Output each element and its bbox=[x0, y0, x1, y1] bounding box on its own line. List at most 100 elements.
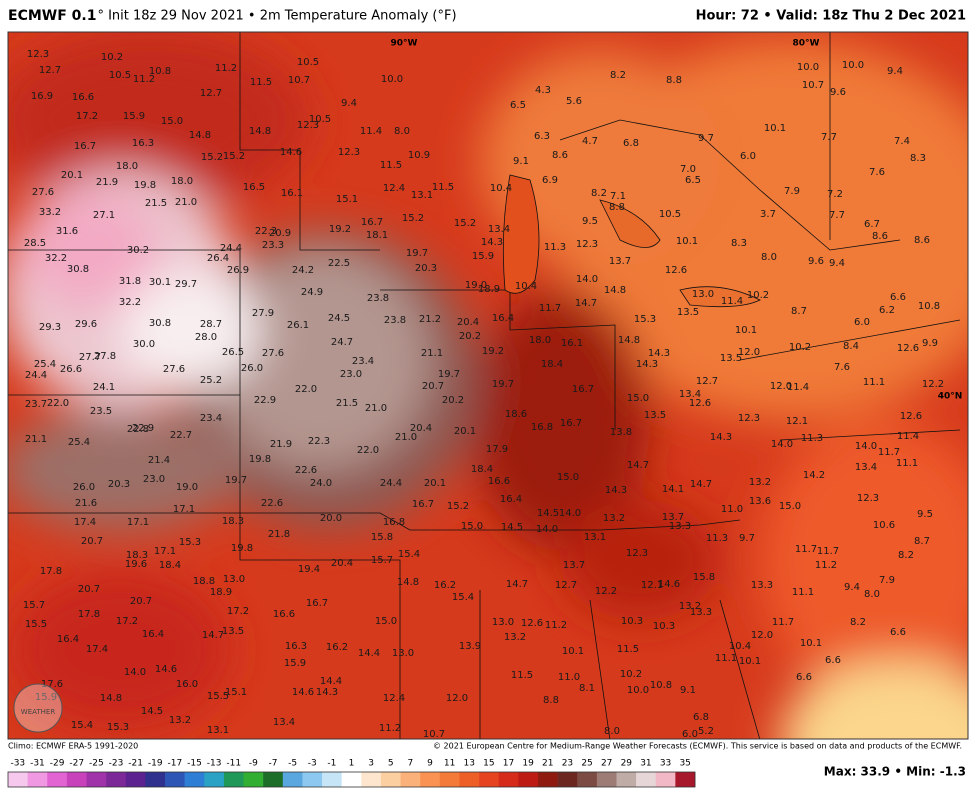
anomaly-label: 24.1 bbox=[93, 382, 115, 393]
anomaly-label: 21.4 bbox=[148, 455, 170, 466]
anomaly-label: 17.1 bbox=[173, 504, 195, 515]
anomaly-label: 23.8 bbox=[367, 293, 389, 304]
anomaly-label: 10.1 bbox=[676, 236, 698, 247]
anomaly-label: 19.6 bbox=[125, 559, 147, 570]
colorbar-tick-label: 35 bbox=[679, 759, 690, 769]
colorbar-cell bbox=[47, 772, 68, 787]
anomaly-label: 18.4 bbox=[159, 560, 181, 571]
colorbar-cell bbox=[184, 772, 205, 787]
anomaly-label: 8.8 bbox=[666, 75, 682, 86]
anomaly-label: 7.6 bbox=[834, 362, 850, 373]
anomaly-label: 15.7 bbox=[23, 600, 45, 611]
colorbar-tick-label: -1 bbox=[327, 759, 336, 769]
max-min: Max: 33.9 • Min: -1.3 bbox=[824, 765, 966, 779]
anomaly-label: 29.7 bbox=[175, 279, 197, 290]
anomaly-label: 16.1 bbox=[281, 188, 303, 199]
anomaly-label: 18.1 bbox=[366, 230, 388, 241]
anomaly-label: 15.0 bbox=[557, 472, 579, 483]
anomaly-label: 10.2 bbox=[620, 669, 642, 680]
anomaly-label: 6.5 bbox=[510, 100, 526, 111]
anomaly-label: 19.8 bbox=[134, 180, 156, 191]
anomaly-label: 21.9 bbox=[270, 439, 292, 450]
anomaly-label: 13.0 bbox=[392, 648, 414, 659]
colorbar-tick-label: 5 bbox=[388, 759, 394, 769]
anomaly-label: 11.2 bbox=[215, 63, 237, 74]
anomaly-label: 27.6 bbox=[163, 364, 185, 375]
anomaly-label: 24.7 bbox=[331, 337, 353, 348]
anomaly-label: 19.4 bbox=[298, 564, 320, 575]
colorbar-tick-label: -27 bbox=[69, 759, 84, 769]
anomaly-label: 12.3 bbox=[297, 120, 319, 131]
colorbar-tick-label: -3 bbox=[308, 759, 317, 769]
anomaly-label: 13.6 bbox=[749, 496, 771, 507]
anomaly-label: 15.3 bbox=[634, 314, 656, 325]
anomaly-label: 11.0 bbox=[721, 504, 743, 515]
anomaly-label: 10.8 bbox=[149, 66, 171, 77]
anomaly-label: 24.0 bbox=[310, 478, 332, 489]
anomaly-label: 12.1 bbox=[786, 416, 808, 427]
colorbar-cell bbox=[636, 772, 657, 787]
anomaly-label: 13.9 bbox=[459, 641, 481, 652]
anomaly-label: 13.3 bbox=[690, 607, 712, 618]
anomaly-label: 16.2 bbox=[434, 580, 456, 591]
anomaly-label: 14.3 bbox=[636, 359, 658, 370]
anomaly-label: 16.9 bbox=[31, 91, 53, 102]
colorbar-cell bbox=[27, 772, 48, 787]
anomaly-label: 10.9 bbox=[408, 150, 430, 161]
anomaly-label: 15.0 bbox=[375, 616, 397, 627]
anomaly-label: 15.9 bbox=[123, 111, 145, 122]
anomaly-label: 16.5 bbox=[243, 182, 265, 193]
anomaly-label: 6.5 bbox=[685, 175, 701, 186]
anomaly-label: 17.6 bbox=[41, 679, 63, 690]
anomaly-label: 10.5 bbox=[659, 209, 681, 220]
anomaly-label: 11.7 bbox=[878, 447, 900, 458]
anomaly-label: 15.0 bbox=[627, 393, 649, 404]
colorbar-tick-label: 25 bbox=[581, 759, 592, 769]
colorbar-cell bbox=[145, 772, 166, 787]
anomaly-label: 16.6 bbox=[72, 92, 94, 103]
anomaly-label: 21.1 bbox=[421, 348, 443, 359]
grid-label: 80°W bbox=[793, 39, 820, 49]
anomaly-label: 23.7 bbox=[25, 399, 47, 410]
anomaly-label: 7.7 bbox=[829, 210, 845, 221]
anomaly-label: 20.1 bbox=[424, 478, 446, 489]
anomaly-label: 12.2 bbox=[922, 379, 944, 390]
colorbar-cell bbox=[439, 772, 460, 787]
valid-time: Hour: 72 • Valid: 18z Thu 2 Dec 2021 bbox=[696, 9, 966, 24]
anomaly-label: 8.6 bbox=[552, 150, 568, 161]
anomaly-label: 16.4 bbox=[500, 494, 522, 505]
colorbar-tick-label: 17 bbox=[503, 759, 514, 769]
anomaly-label: 7.4 bbox=[894, 136, 910, 147]
anomaly-label: 14.2 bbox=[803, 470, 825, 481]
anomaly-label: 7.1 bbox=[610, 191, 626, 202]
anomaly-label: 15.2 bbox=[454, 218, 476, 229]
anomaly-label: 16.7 bbox=[560, 418, 582, 429]
anomaly-label: 13.4 bbox=[273, 717, 295, 728]
anomaly-label: 15.1 bbox=[225, 687, 247, 698]
anomaly-label: 18.3 bbox=[222, 516, 244, 527]
anomaly-label: 18.4 bbox=[541, 359, 563, 370]
grid-label: 40°N bbox=[938, 392, 963, 402]
colorbar-cell bbox=[322, 772, 342, 787]
anomaly-label: 16.8 bbox=[531, 422, 553, 433]
anomaly-label: 19.7 bbox=[225, 475, 247, 486]
anomaly-label: 31.8 bbox=[119, 276, 141, 287]
anomaly-label: 27.9 bbox=[252, 308, 274, 319]
anomaly-label: 8.6 bbox=[914, 235, 930, 246]
anomaly-label: 13.5 bbox=[720, 353, 742, 364]
anomaly-label: 24.4 bbox=[220, 243, 242, 254]
anomaly-label: 15.0 bbox=[461, 521, 483, 532]
colorbar-tick-label: 27 bbox=[601, 759, 612, 769]
anomaly-label: 21.6 bbox=[75, 498, 97, 509]
anomaly-label: 15.2 bbox=[447, 501, 469, 512]
anomaly-label: 10.4 bbox=[490, 183, 512, 194]
colorbar-cell bbox=[125, 772, 146, 787]
anomaly-label: 26.9 bbox=[227, 265, 249, 276]
anomaly-label: 24.4 bbox=[380, 478, 402, 489]
anomaly-label: 14.1 bbox=[662, 484, 684, 495]
anomaly-label: 11.1 bbox=[792, 587, 814, 598]
anomaly-label: 18.8 bbox=[193, 576, 215, 587]
anomaly-label: 19.7 bbox=[438, 369, 460, 380]
anomaly-label: 12.0 bbox=[738, 347, 760, 358]
anomaly-label: 15.9 bbox=[284, 658, 306, 669]
